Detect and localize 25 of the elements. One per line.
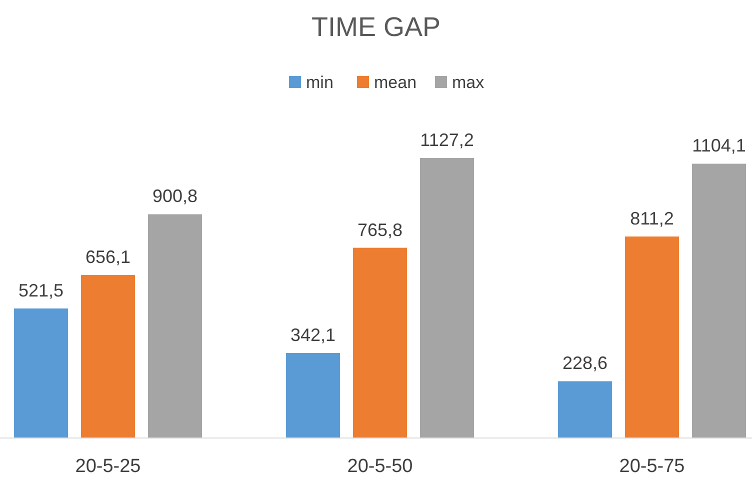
bar xyxy=(558,381,612,438)
data-label: 1104,1 xyxy=(692,136,746,156)
bar xyxy=(692,164,746,438)
data-label: 228,6 xyxy=(562,353,608,374)
x-tick-label: 20-5-75 xyxy=(619,456,685,477)
legend-label: mean xyxy=(374,73,417,92)
data-label: 656,1 xyxy=(85,247,131,268)
bar xyxy=(81,275,135,438)
data-label: 521,5 xyxy=(18,280,64,300)
bar xyxy=(286,353,340,438)
data-label: 765,8 xyxy=(357,220,403,240)
bar xyxy=(353,248,407,438)
x-tick-label: 20-5-25 xyxy=(75,456,141,477)
chart-title: TIME GAP xyxy=(311,12,441,42)
legend-label: max xyxy=(452,73,485,92)
bar xyxy=(14,308,68,438)
legend-label: min xyxy=(306,73,334,92)
x-tick-label: 20-5-50 xyxy=(347,456,413,477)
data-label: 900,8 xyxy=(152,186,198,206)
data-label: 342,1 xyxy=(290,325,336,346)
bar xyxy=(625,236,679,438)
data-label: 811,2 xyxy=(630,208,674,228)
data-label: 1127,2 xyxy=(420,130,474,150)
bar xyxy=(148,214,202,438)
bar xyxy=(420,158,474,438)
